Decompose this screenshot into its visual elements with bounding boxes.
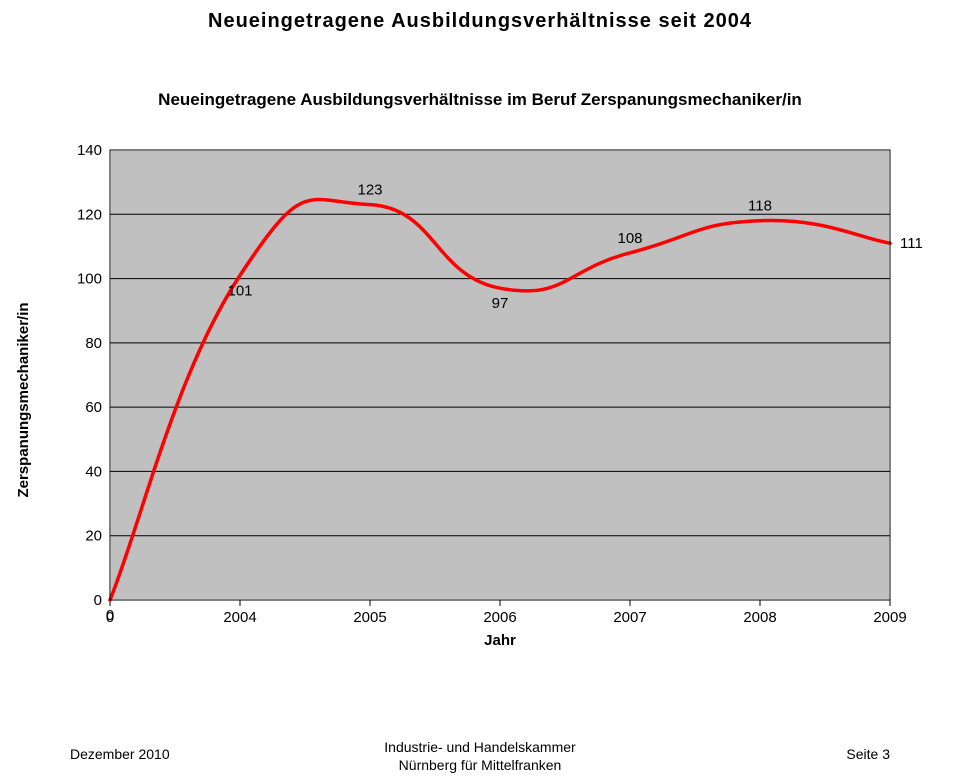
svg-text:2006: 2006 — [483, 609, 516, 626]
svg-text:120: 120 — [77, 206, 102, 223]
svg-text:80: 80 — [85, 335, 102, 352]
svg-text:100: 100 — [77, 271, 102, 288]
svg-text:2005: 2005 — [353, 609, 386, 626]
svg-text:97: 97 — [492, 295, 509, 312]
svg-text:140: 140 — [77, 142, 102, 159]
svg-text:0: 0 — [94, 592, 102, 609]
line-chart: 0 20 40 60 80 100 120 140 0 2004 2005 2006 2007 2008 2… — [60, 140, 930, 660]
y-axis-label: Zerspanungsmechaniker/in — [15, 140, 32, 660]
svg-text:2008: 2008 — [743, 609, 776, 626]
chart-container: 0 20 40 60 80 100 120 140 0 2004 2005 2006 2007 2008 2… — [60, 140, 930, 660]
footer-org-line2: Nürnberg für Mittelfranken — [399, 757, 562, 773]
footer-page: Seite 3 — [846, 746, 890, 762]
svg-text:2004: 2004 — [223, 609, 256, 626]
page-title: Neueingetragene Ausbildungsverhältnisse … — [0, 10, 960, 33]
svg-text:111: 111 — [900, 235, 923, 252]
svg-text:101: 101 — [227, 282, 252, 299]
footer-org-line1: Industrie- und Handelskammer — [384, 739, 575, 755]
svg-text:108: 108 — [617, 230, 642, 247]
svg-text:20: 20 — [85, 528, 102, 545]
svg-text:123: 123 — [357, 182, 382, 199]
svg-text:Jahr: Jahr — [484, 632, 516, 649]
svg-text:2007: 2007 — [613, 609, 646, 626]
footer-org: Industrie- und Handelskammer Nürnberg fü… — [0, 739, 960, 774]
svg-text:118: 118 — [748, 198, 772, 215]
svg-text:0: 0 — [106, 607, 114, 624]
svg-text:60: 60 — [85, 399, 102, 416]
svg-text:40: 40 — [85, 463, 102, 480]
chart-subtitle: Neueingetragene Ausbildungsverhältnisse … — [0, 90, 960, 110]
svg-text:2009: 2009 — [873, 609, 906, 626]
